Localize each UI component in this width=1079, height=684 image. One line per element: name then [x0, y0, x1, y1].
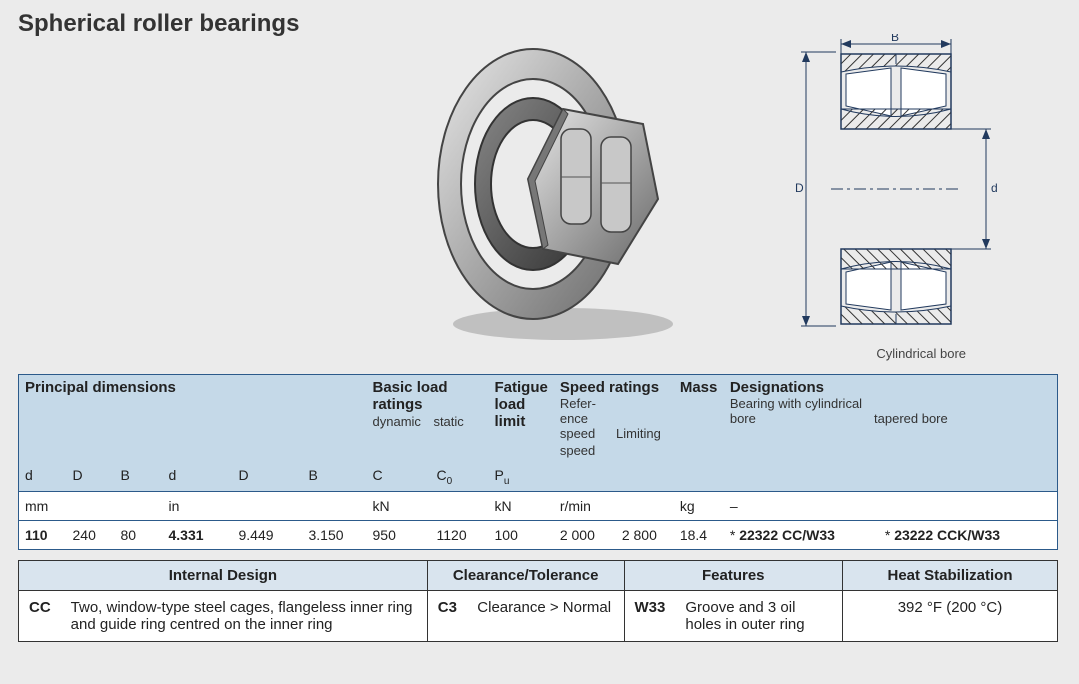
schematic-caption: Cylindrical bore [876, 346, 966, 361]
unit-kg: kg [674, 491, 724, 520]
hdr-fatigue: Fatigue load limit [489, 375, 554, 464]
hdr-basic-static: static [433, 414, 463, 429]
dt-internal-text: Two, window-type steel cages, flangeless… [61, 590, 428, 641]
val-ref-speed: 2 000 [554, 520, 616, 549]
sym-B-in: B [303, 463, 367, 491]
dth-internal: Internal Design [19, 560, 428, 590]
hdr-speed-ref: Refer-ence speed [560, 396, 612, 441]
dt-clearance-text: Clearance > Normal [467, 590, 624, 641]
hdr-designations: Designations [730, 379, 824, 396]
spec-unit-row: mm in kN kN r/min kg – [19, 491, 1058, 520]
svg-text:d: d [991, 181, 998, 195]
dth-features: Features [624, 560, 842, 590]
hdr-mass: Mass [674, 375, 724, 464]
sym-D-in: D [233, 463, 303, 491]
unit-in: in [163, 491, 367, 520]
unit-kN1: kN [367, 491, 489, 520]
dt-heat-text: 392 °F (200 °C) [843, 590, 1058, 641]
sym-D-mm: D [67, 463, 115, 491]
val-Pu: 100 [489, 520, 554, 549]
unit-kN2: kN [489, 491, 554, 520]
spec-header-group-row: Principal dimensions Basic load ratings … [19, 375, 1058, 464]
dt-features-text: Groove and 3 oil holes in outer ring [675, 590, 842, 641]
dt-features-code: W33 [624, 590, 675, 641]
val-C0: 1120 [431, 520, 489, 549]
spec-symbol-row: d D B d D B C C0 Pu [19, 463, 1058, 491]
unit-rmin: r/min [554, 491, 674, 520]
sym-Pu: Pu [489, 463, 554, 491]
val-D-in: 9.449 [233, 520, 303, 549]
val-B-mm: 80 [115, 520, 163, 549]
hdr-desig-tap: tapered bore [874, 411, 948, 426]
dt-internal-code: CC [19, 590, 61, 641]
spec-table: Principal dimensions Basic load ratings … [18, 374, 1058, 550]
detail-data-row: CC Two, window-type steel cages, flangel… [19, 590, 1058, 641]
val-lim-speed: 2 800 [616, 520, 674, 549]
spec-data-row: 110 240 80 4.331 9.449 3.150 950 1120 10… [19, 520, 1058, 549]
svg-text:D: D [795, 181, 804, 195]
dt-clearance-code: C3 [427, 590, 467, 641]
sym-d-mm: d [19, 463, 67, 491]
dth-clearance: Clearance/Tolerance [427, 560, 624, 590]
sym-C0: C0 [431, 463, 489, 491]
dth-heat: Heat Stabilization [843, 560, 1058, 590]
hdr-basic-dynamic: dynamic [373, 414, 421, 429]
svg-text:B: B [891, 34, 899, 44]
hdr-basic-load: Basic load ratings [373, 379, 448, 413]
unit-mm: mm [19, 491, 163, 520]
header-images: D d B [18, 44, 1061, 374]
hdr-desig-cyl: Bearing with cylindrical bore [730, 396, 870, 426]
val-C: 950 [367, 520, 431, 549]
sym-C: C [367, 463, 431, 491]
hdr-principal: Principal dimensions [19, 375, 367, 464]
val-d-mm: 110 [19, 520, 67, 549]
val-desig2: * 23222 CCK/W33 [879, 520, 1058, 549]
bearing-illustration [418, 34, 718, 354]
val-D-mm: 240 [67, 520, 115, 549]
detail-table: Internal Design Clearance/Tolerance Feat… [18, 560, 1058, 642]
sym-d-in: d [163, 463, 233, 491]
unit-dash: – [724, 491, 1058, 520]
val-desig1: * 22322 CC/W33 [724, 520, 879, 549]
detail-header-row: Internal Design Clearance/Tolerance Feat… [19, 560, 1058, 590]
val-mass: 18.4 [674, 520, 724, 549]
sym-B-mm: B [115, 463, 163, 491]
val-d-in: 4.331 [163, 520, 233, 549]
hdr-speed: Speed ratings [560, 379, 659, 396]
bearing-schematic: D d B [791, 34, 1001, 344]
val-B-in: 3.150 [303, 520, 367, 549]
